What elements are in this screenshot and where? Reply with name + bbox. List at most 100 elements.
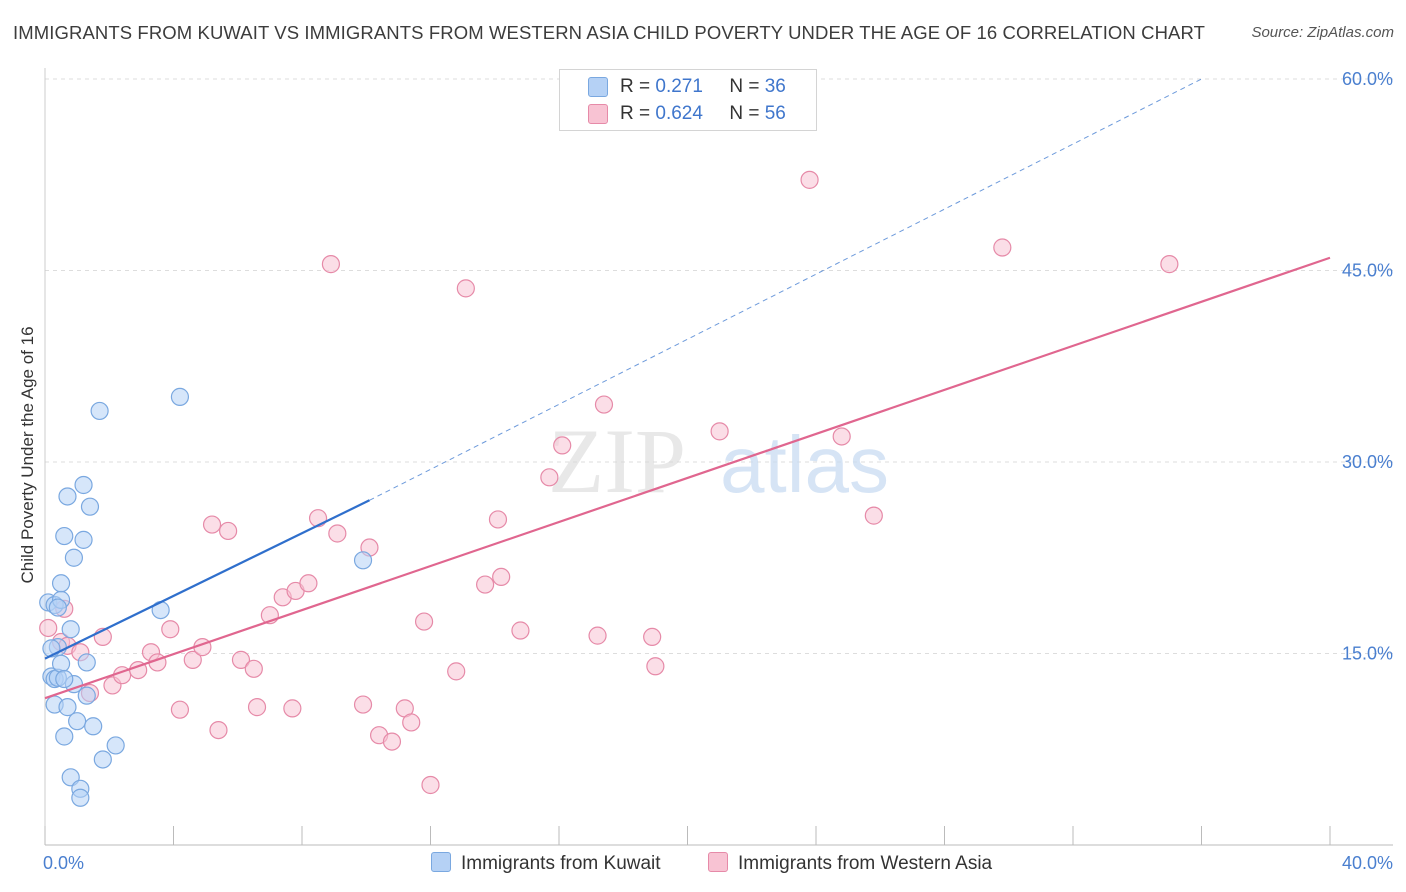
kuwait-point bbox=[68, 712, 87, 731]
bottom-legend-swatch-kuwait bbox=[431, 852, 451, 872]
kuwait-point bbox=[93, 750, 112, 769]
kuwait-trend-extension bbox=[369, 78, 1202, 501]
western-asia-point bbox=[456, 279, 475, 298]
kuwait-point bbox=[77, 686, 96, 705]
western-asia-point bbox=[283, 699, 302, 718]
western-asia-point bbox=[594, 395, 614, 414]
legend-n-value: 56 bbox=[764, 103, 786, 124]
western-asia-point bbox=[328, 524, 347, 543]
western-asia-point bbox=[588, 626, 607, 645]
kuwait-point bbox=[353, 551, 373, 570]
bottom-legend-label-western-asia: Immigrants from Western Asia bbox=[738, 853, 993, 874]
kuwait-point bbox=[106, 736, 125, 755]
western-asia-point bbox=[540, 468, 559, 487]
western-asia-point bbox=[402, 713, 421, 732]
x-tick-label: 0.0% bbox=[43, 853, 84, 873]
western-asia-point bbox=[553, 436, 572, 455]
kuwait-point bbox=[58, 487, 77, 506]
legend-r-label: R = bbox=[620, 76, 651, 97]
y-axis-label: Child Poverty Under the Age of 16 bbox=[18, 326, 37, 583]
western-asia-point bbox=[231, 650, 251, 669]
kuwait-point bbox=[55, 526, 74, 546]
trend-lines bbox=[44, 78, 1331, 700]
western-asia-point bbox=[39, 618, 58, 638]
kuwait-point bbox=[170, 387, 190, 406]
kuwait-point bbox=[61, 620, 80, 639]
kuwait-point bbox=[74, 475, 93, 495]
western-asia-point bbox=[353, 695, 373, 714]
legend-swatch-kuwait bbox=[588, 77, 608, 97]
y-tick-label: 60.0% bbox=[1342, 69, 1393, 89]
western-asia-point bbox=[202, 515, 222, 534]
western-asia-point bbox=[308, 509, 328, 528]
watermark-atlas: atlas bbox=[720, 420, 889, 509]
western-asia-point bbox=[183, 650, 202, 669]
kuwait-point bbox=[84, 717, 103, 736]
y-tick-labels: 15.0% 30.0% 45.0% 60.0% bbox=[1342, 69, 1393, 664]
y-tick-label: 30.0% bbox=[1342, 452, 1393, 472]
grid-lines bbox=[45, 78, 1393, 654]
western-asia-trend-line bbox=[44, 256, 1331, 700]
western-asia-points bbox=[39, 170, 1179, 795]
western-asia-point bbox=[710, 422, 729, 441]
western-asia-point bbox=[488, 510, 508, 529]
western-asia-point bbox=[421, 775, 440, 795]
western-asia-point bbox=[209, 720, 228, 740]
western-asia-point bbox=[447, 662, 466, 681]
kuwait-point bbox=[77, 653, 96, 672]
legend-n-label: N = bbox=[729, 76, 760, 97]
legend-n-label: N = bbox=[729, 103, 760, 124]
kuwait-point bbox=[55, 669, 74, 689]
stats-legend: R = 0.271 N = 36 R = 0.624 N = 56 bbox=[559, 69, 817, 131]
western-asia-point bbox=[247, 698, 267, 717]
western-asia-point bbox=[643, 627, 662, 647]
western-asia-point bbox=[646, 657, 665, 676]
kuwait-trend-line bbox=[44, 499, 370, 660]
kuwait-point bbox=[48, 598, 67, 617]
x-tick-label: 40.0% bbox=[1342, 853, 1393, 873]
kuwait-point bbox=[71, 788, 90, 807]
western-asia-point bbox=[511, 621, 530, 640]
western-asia-point bbox=[993, 238, 1012, 257]
watermark-zip: ZIP bbox=[548, 410, 686, 512]
western-asia-point bbox=[382, 732, 402, 751]
western-asia-point bbox=[1160, 255, 1179, 274]
chart-source: Source: ZipAtlas.com bbox=[1251, 24, 1394, 41]
western-asia-point bbox=[492, 567, 511, 587]
western-asia-point bbox=[170, 700, 190, 719]
kuwait-points bbox=[39, 387, 373, 807]
watermark: ZIP atlas bbox=[548, 410, 889, 512]
western-asia-point bbox=[414, 612, 434, 631]
western-asia-point bbox=[864, 506, 883, 525]
y-tick-label: 15.0% bbox=[1342, 644, 1393, 664]
western-asia-point bbox=[321, 255, 341, 274]
chart-title: IMMIGRANTS FROM KUWAIT VS IMMIGRANTS FRO… bbox=[13, 22, 1206, 43]
kuwait-point bbox=[58, 698, 77, 717]
western-asia-point bbox=[244, 659, 263, 678]
kuwait-point bbox=[51, 574, 71, 593]
western-asia-point bbox=[299, 574, 318, 593]
western-asia-point bbox=[476, 575, 495, 594]
western-asia-point bbox=[161, 620, 180, 639]
y-tick-label: 45.0% bbox=[1342, 261, 1393, 281]
axes bbox=[44, 68, 1393, 846]
kuwait-point bbox=[74, 530, 93, 549]
bottom-legend-kuwait: Immigrants from Kuwait bbox=[431, 852, 661, 875]
bottom-legend-label-kuwait: Immigrants from Kuwait bbox=[461, 853, 661, 874]
bottom-legend-swatch-western-asia bbox=[708, 852, 728, 872]
kuwait-point bbox=[55, 727, 74, 746]
western-asia-point bbox=[800, 170, 819, 189]
legend-r-label: R = bbox=[620, 103, 651, 124]
legend-swatch-western-asia bbox=[588, 104, 608, 124]
x-tick-labels: 0.0% 40.0% bbox=[43, 853, 1393, 873]
legend-n-value: 36 bbox=[764, 76, 786, 97]
western-asia-point bbox=[219, 521, 238, 541]
kuwait-point bbox=[80, 497, 100, 516]
kuwait-point bbox=[51, 654, 71, 673]
kuwait-point bbox=[90, 401, 109, 421]
bottom-legend-western-asia: Immigrants from Western Asia bbox=[708, 852, 992, 875]
legend-r-value: 0.624 bbox=[655, 103, 703, 124]
kuwait-point bbox=[64, 548, 84, 567]
legend-r-value: 0.271 bbox=[655, 76, 703, 97]
